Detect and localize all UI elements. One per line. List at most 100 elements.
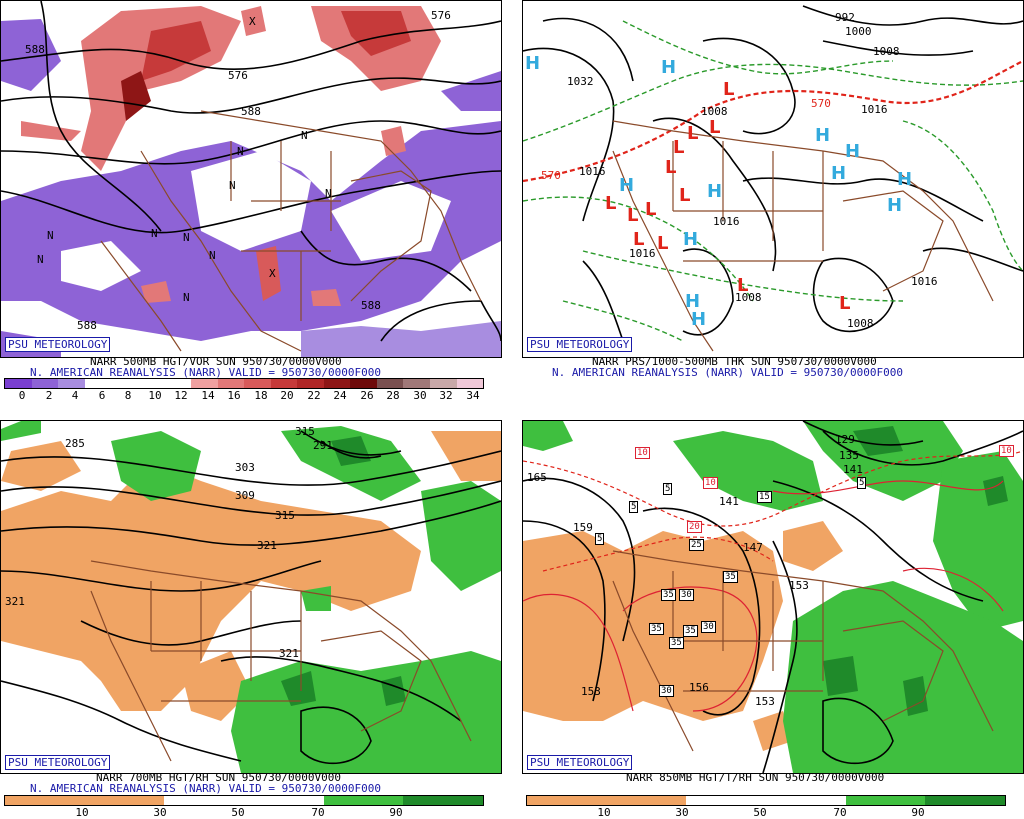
vorticity-min-label: N: [325, 187, 332, 200]
scale-label: 14: [201, 389, 215, 402]
scale-label: 50: [753, 806, 767, 819]
scale-label: 32: [439, 389, 453, 402]
scale-label: 10: [597, 806, 611, 819]
temperature-label: 5: [595, 533, 605, 545]
panel-700mb-rh: PSU METEOROLOGY 315 291 303 309 315 321 …: [0, 420, 502, 819]
contour-label: 141: [843, 463, 863, 476]
panel-subtitle: N. AMERICAN REANALYSIS (NARR) VALID = 95…: [552, 366, 903, 379]
map-500mb-vorticity: PSU METEOROLOGY 588 576 588 588 588 576 …: [0, 0, 502, 358]
temperature-label: 15: [757, 491, 772, 503]
panel-title: NARR 500MB HGT/VOR SUN 950730/0000V000: [90, 355, 342, 368]
vorticity-scale-labels: 0 2 4 6 8 10 12 14 16 18 20 22 24 26 28 …: [4, 390, 482, 402]
panel-pressure-thickness: PSU METEOROLOGY 992 1000 1008 1032 1016 …: [522, 0, 1024, 402]
temperature-label: 20: [687, 521, 702, 533]
rh-scale-labels: 10 30 50 70 90: [526, 807, 1004, 819]
low-pressure-marker: L: [709, 117, 721, 138]
isobar-label: 992: [835, 11, 855, 24]
contour-label: 309: [235, 489, 255, 502]
temperature-label: 30: [701, 621, 716, 633]
t850-map-graphic: [523, 421, 1023, 773]
panel-850mb-temp-rh: PSU METEOROLOGY 165 159 153 156 153 147 …: [522, 420, 1024, 819]
temperature-label: 10: [703, 477, 718, 489]
vorticity-min-label: N: [237, 145, 244, 158]
contour-label: 588: [241, 105, 261, 118]
contour-label: 153: [755, 695, 775, 708]
temperature-label: 25: [689, 539, 704, 551]
panel-title: NARR 850MB HGT/T/RH SUN 950730/0000V000: [626, 771, 885, 784]
temperature-label: 10: [635, 447, 650, 459]
isobar-label: 1032: [567, 75, 594, 88]
contour-label: 315: [295, 425, 315, 438]
contour-label: 165: [527, 471, 547, 484]
low-pressure-marker: L: [839, 293, 851, 314]
contour-label: 315: [275, 509, 295, 522]
low-pressure-marker: L: [633, 229, 645, 250]
low-pressure-marker: L: [657, 233, 669, 254]
panel-subtitle: N. AMERICAN REANALYSIS (NARR) VALID = 95…: [30, 782, 381, 795]
low-pressure-marker: L: [679, 185, 691, 206]
contour-label: 321: [257, 539, 277, 552]
map-850mb-temp-rh: PSU METEOROLOGY 165 159 153 156 153 147 …: [522, 420, 1024, 774]
contour-label: 576: [431, 9, 451, 22]
temperature-label: 35: [649, 623, 664, 635]
high-pressure-marker: H: [707, 181, 723, 202]
high-pressure-marker: H: [887, 195, 903, 216]
scale-label: 90: [911, 806, 925, 819]
scale-label: 70: [311, 806, 325, 819]
contour-label: 576: [228, 69, 248, 82]
map-pressure-thickness: PSU METEOROLOGY 992 1000 1008 1032 1016 …: [522, 0, 1024, 358]
temperature-label: 5: [663, 483, 673, 495]
scale-label: 0: [18, 389, 26, 402]
isobar-label: 1008: [873, 45, 900, 58]
panel-title: NARR PRS/1000-500MB THK SUN 950730/0000V…: [592, 355, 877, 368]
scale-label: 70: [833, 806, 847, 819]
temperature-label: 30: [659, 685, 674, 697]
scale-label: 30: [153, 806, 167, 819]
scale-label: 10: [75, 806, 89, 819]
scale-label: 24: [333, 389, 347, 402]
scale-label: 12: [174, 389, 188, 402]
high-pressure-marker: H: [619, 175, 635, 196]
contour-label: 153: [789, 579, 809, 592]
scale-label: 4: [71, 389, 79, 402]
contour-label: 291: [313, 439, 333, 452]
vorticity-max-label: X: [269, 267, 276, 280]
rh-scale-labels: 10 30 50 70 90: [4, 807, 482, 819]
isobar-label: 1008: [735, 291, 762, 304]
temperature-label: 10: [999, 445, 1014, 457]
scale-label: 34: [466, 389, 480, 402]
low-pressure-marker: L: [605, 193, 617, 214]
panel-title: NARR 700MB HGT/RH SUN 950730/0000V000: [96, 771, 342, 784]
temperature-label: 35: [661, 589, 676, 601]
contour-label: 147: [743, 541, 763, 554]
contour-label: 135: [839, 449, 859, 462]
low-pressure-marker: L: [627, 205, 639, 226]
psu-meteorology-logo: PSU METEOROLOGY: [527, 755, 633, 770]
scale-label: 2: [45, 389, 53, 402]
psu-meteorology-logo: PSU METEOROLOGY: [5, 755, 111, 770]
isobar-label: 1000: [845, 25, 872, 38]
temperature-label: 35: [669, 637, 684, 649]
psu-meteorology-logo: PSU METEOROLOGY: [5, 337, 111, 352]
panel-500mb-vorticity: PSU METEOROLOGY 588 576 588 588 588 576 …: [0, 0, 502, 402]
scale-label: 16: [227, 389, 241, 402]
scale-label: 10: [148, 389, 162, 402]
panel-subtitle: N. AMERICAN REANALYSIS (NARR) VALID = 95…: [30, 366, 381, 379]
contour-label: 588: [361, 299, 381, 312]
low-pressure-marker: L: [645, 199, 657, 220]
vorticity-min-label: N: [37, 253, 44, 266]
isobar-label: 1016: [861, 103, 888, 116]
temperature-label: 5: [629, 501, 639, 513]
vorticity-map-graphic: [1, 1, 501, 357]
contour-label: 321: [5, 595, 25, 608]
isobar-label: 1016: [629, 247, 656, 260]
vorticity-min-label: N: [183, 231, 190, 244]
scale-label: 50: [231, 806, 245, 819]
temperature-label: 35: [683, 625, 698, 637]
low-pressure-marker: L: [687, 123, 699, 144]
contour-label: 321: [279, 647, 299, 660]
scale-label: 6: [98, 389, 106, 402]
low-pressure-marker: L: [665, 157, 677, 178]
scale-label: 8: [124, 389, 132, 402]
high-pressure-marker: H: [845, 141, 861, 162]
